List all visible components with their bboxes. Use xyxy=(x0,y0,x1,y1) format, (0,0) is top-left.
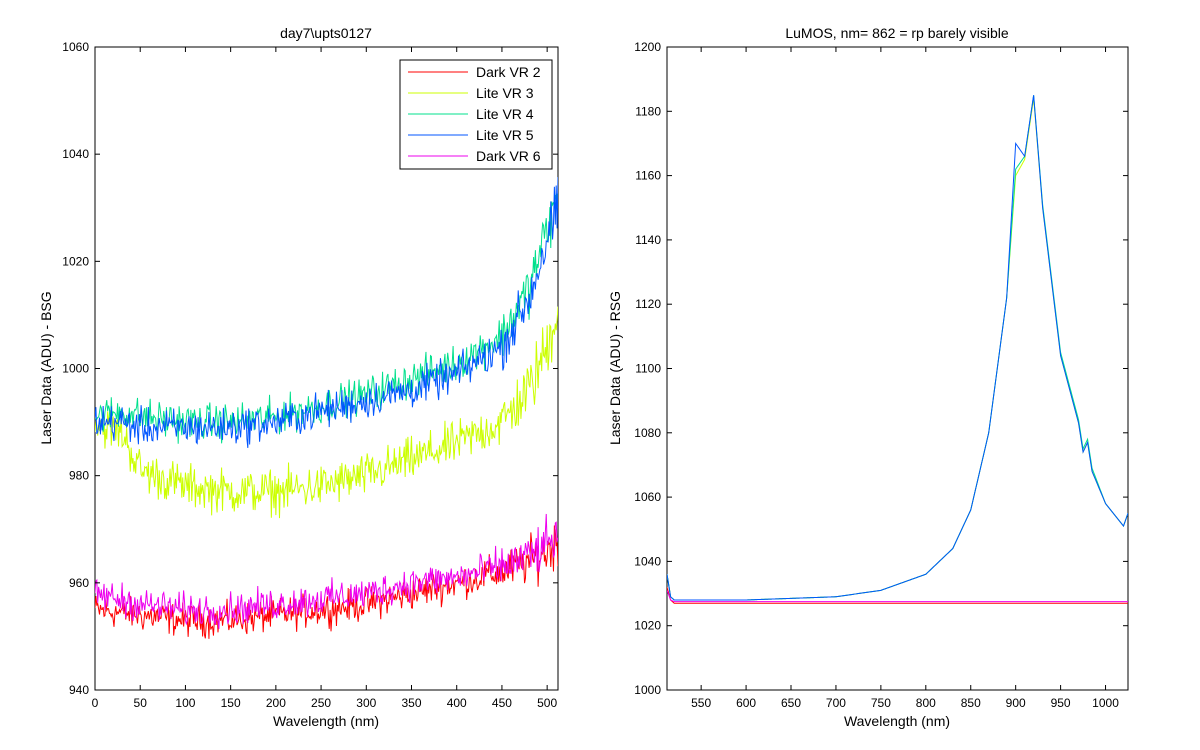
legend-entry: Dark VR 6 xyxy=(476,148,541,164)
left-x-tick-label: 100 xyxy=(175,696,195,710)
legend-entry: Dark VR 2 xyxy=(476,64,541,80)
right-y-tick-label: 1060 xyxy=(634,490,661,504)
left-series-line-1 xyxy=(95,525,558,639)
left-series-layer xyxy=(95,177,558,639)
left-x-tick-label: 250 xyxy=(311,696,331,710)
right-chart: 550 600 650 700 750 800 850 900 950 1000 1000 1020 1… xyxy=(607,25,1129,729)
left-series-line-3 xyxy=(95,193,558,444)
right-y-tick-label: 1100 xyxy=(635,362,661,376)
right-x-tick-label: 850 xyxy=(961,696,981,710)
right-y-tick-label: 1000 xyxy=(634,683,661,697)
right-axis-ticks: 550 600 650 700 750 800 850 900 950 1000 1000 1020 1… xyxy=(634,40,1128,710)
right-series-line-1 xyxy=(667,586,1128,604)
right-x-tick-label: 950 xyxy=(1051,696,1071,710)
left-y-tick-label: 960 xyxy=(69,576,89,590)
left-x-axis-label: Wavelength (nm) xyxy=(273,713,379,729)
left-x-tick-label: 350 xyxy=(401,696,421,710)
left-chart-title: day7\upts0127 xyxy=(280,25,372,41)
left-series-line-5 xyxy=(95,513,558,630)
right-x-tick-label: 700 xyxy=(826,696,846,710)
legend-entry: Lite VR 5 xyxy=(476,127,534,143)
right-x-tick-label: 1000 xyxy=(1092,696,1119,710)
left-y-tick-label: 1060 xyxy=(62,40,89,54)
left-y-tick-label: 1020 xyxy=(62,254,89,268)
left-y-tick-label: 1000 xyxy=(62,362,89,376)
right-x-tick-label: 800 xyxy=(916,696,936,710)
right-series-line-5 xyxy=(667,590,1128,603)
right-x-tick-label: 600 xyxy=(736,696,756,710)
right-y-axis-label: Laser Data (ADU) - RSG xyxy=(607,291,623,445)
right-y-tick-label: 1040 xyxy=(634,554,661,568)
left-x-tick-label: 500 xyxy=(537,696,557,710)
left-x-tick-label: 0 xyxy=(92,696,99,710)
left-x-tick-label: 450 xyxy=(492,696,512,710)
legend-entry: Lite VR 4 xyxy=(476,106,534,122)
right-chart-title: LuMOS, nm= 862 = rp barely visible xyxy=(785,25,1009,41)
right-x-tick-label: 650 xyxy=(781,696,801,710)
right-series-line-4 xyxy=(667,95,1128,601)
left-chart: 0 50 100 150 200 250 300 350 400 450 500 940 960 980 1… xyxy=(38,25,559,729)
right-y-tick-label: 1080 xyxy=(634,426,661,440)
right-series-layer xyxy=(667,95,1128,604)
left-x-tick-label: 300 xyxy=(356,696,376,710)
right-y-tick-label: 1180 xyxy=(635,104,661,118)
right-x-tick-label: 750 xyxy=(871,696,891,710)
left-x-tick-label: 200 xyxy=(266,696,286,710)
right-y-tick-label: 1200 xyxy=(634,40,661,54)
left-x-tick-label: 400 xyxy=(447,696,467,710)
right-y-tick-label: 1160 xyxy=(635,169,661,183)
right-y-tick-label: 1120 xyxy=(635,297,661,311)
left-y-tick-label: 1040 xyxy=(62,147,89,161)
legend-entry: Lite VR 3 xyxy=(476,85,534,101)
right-x-tick-label: 900 xyxy=(1006,696,1026,710)
right-y-tick-label: 1140 xyxy=(635,233,661,247)
right-y-tick-label: 1020 xyxy=(634,619,661,633)
left-x-tick-label: 150 xyxy=(221,696,241,710)
left-series-line-2 xyxy=(95,306,558,519)
left-y-axis-label: Laser Data (ADU) - BSG xyxy=(38,291,54,444)
left-axis-ticks: 0 50 100 150 200 250 300 350 400 450 500 940 960 980 1… xyxy=(62,40,558,710)
right-x-tick-label: 550 xyxy=(691,696,711,710)
right-plot-area xyxy=(666,46,1129,691)
left-series-line-4 xyxy=(95,177,558,448)
left-legend: Dark VR 2 Lite VR 3 Lite VR 4 Lite VR 5 Dark… xyxy=(399,59,553,170)
right-x-axis-label: Wavelength (nm) xyxy=(844,713,950,729)
left-x-tick-label: 50 xyxy=(134,696,148,710)
left-y-tick-label: 980 xyxy=(69,469,89,483)
left-y-tick-label: 940 xyxy=(69,683,89,697)
